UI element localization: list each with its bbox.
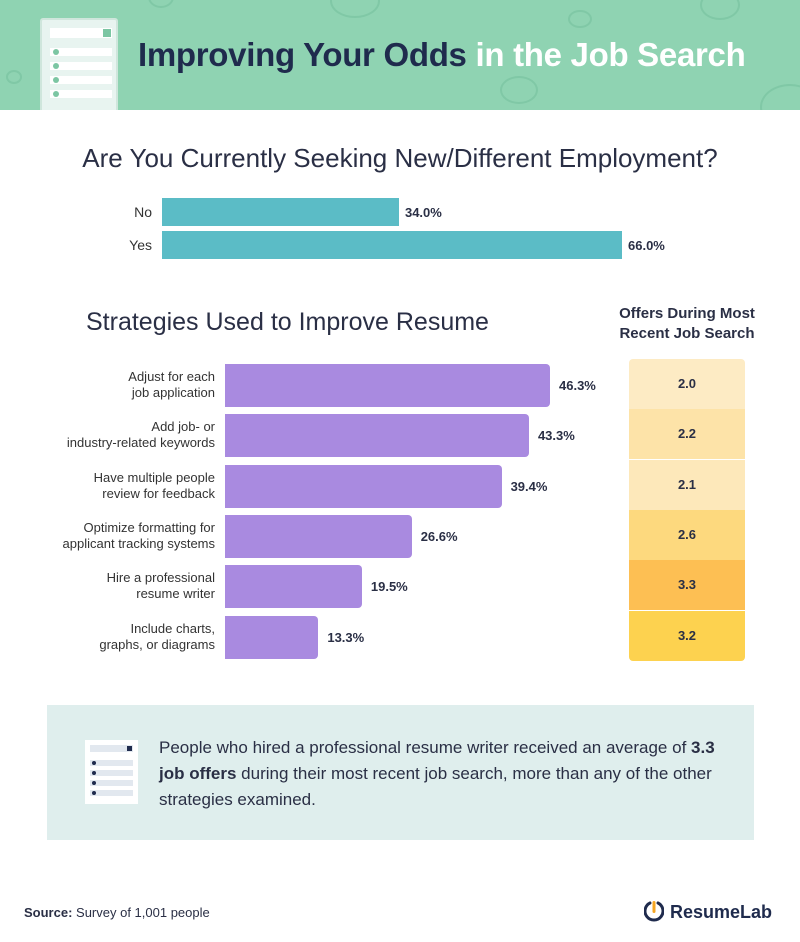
seeking-category-label: Yes: [129, 237, 152, 253]
strategies-chart-title: Strategies Used to Improve Resume: [86, 308, 489, 336]
strategy-bar: [225, 464, 502, 508]
offers-heat-cell: 3.2: [629, 610, 745, 661]
callout-text-before: People who hired a professional resume w…: [159, 738, 692, 757]
strategy-category-label: Add job- or industry-related keywords: [66, 419, 215, 451]
offers-heat-cell: 2.6: [629, 509, 745, 560]
strategy-value-label: 39.4%: [510, 478, 548, 494]
title-light-part: in the Job Search: [475, 36, 746, 73]
strategy-bar: [225, 364, 550, 407]
decorative-blob: [330, 0, 380, 18]
seeking-chart-title: Are You Currently Seeking New/Different …: [82, 143, 718, 173]
footer: Source: Survey of 1,001 people ResumeLab: [0, 882, 800, 942]
strategy-value-label: 43.3%: [537, 428, 575, 444]
offers-heat-cell: 3.3: [629, 560, 745, 611]
decorative-blob: [760, 84, 800, 110]
seeking-bar: [162, 198, 399, 226]
callout-text: People who hired a professional resume w…: [159, 735, 739, 813]
offers-heat-cell: 2.2: [629, 409, 745, 460]
decorative-blob: [500, 76, 538, 104]
seeking-bar: [162, 231, 622, 259]
source-label: Source:: [24, 905, 73, 920]
decorative-blob: [148, 0, 174, 8]
strategy-bar: [225, 414, 529, 458]
insight-callout: People who hired a professional resume w…: [47, 705, 754, 840]
offers-heat-cell: 2.1: [629, 459, 745, 510]
strategy-bar: [225, 615, 319, 659]
strategy-value-label: 26.6%: [420, 528, 458, 544]
strategy-category-label: Hire a professional resume writer: [106, 570, 215, 602]
callout-text-after: during their most recent job search, mor…: [159, 764, 712, 809]
decorative-blob: [6, 70, 22, 84]
resumelab-logo-text: ResumeLab: [670, 901, 773, 922]
page-title: Improving Your Odds in the Job Search: [138, 36, 746, 74]
strategy-value-label: 13.3%: [327, 629, 365, 645]
strategy-category-label: Include charts, graphs, or diagrams: [99, 620, 215, 652]
strategy-bar: [225, 565, 362, 609]
seeking-value-label: 34.0%: [404, 205, 442, 220]
offers-column-title: Offers During Most Recent Job Search: [619, 305, 755, 342]
title-dark-part: Improving Your Odds: [138, 36, 467, 73]
decorative-blob: [568, 10, 592, 28]
seeking-category-label: No: [134, 204, 152, 220]
header-banner: Improving Your Odds in the Job Search: [0, 0, 800, 110]
strategy-category-label: Optimize formatting for applicant trackin…: [62, 519, 215, 551]
strategy-category-label: Adjust for each job application: [128, 369, 215, 400]
strategy-value-label: 19.5%: [370, 579, 408, 595]
strategy-category-label: Have multiple people review for feedback: [93, 469, 215, 501]
seeking-value-label: 66.0%: [628, 238, 665, 253]
source-text: Survey of 1,001 people: [76, 905, 210, 920]
strategy-value-label: 46.3%: [559, 378, 596, 393]
offers-heat-cell: 2.0: [629, 359, 745, 409]
strategy-bar: [225, 514, 412, 558]
resume-document-icon: [85, 740, 138, 804]
callout-text-bold: 3.3 job offers: [159, 738, 715, 783]
resumelab-logo-icon: [643, 900, 665, 924]
source-note: Source: Survey of 1,001 people: [24, 905, 210, 920]
decorative-blob: [700, 0, 740, 20]
resumelab-logo: ResumeLab: [643, 899, 773, 925]
resume-document-icon: [40, 18, 118, 110]
